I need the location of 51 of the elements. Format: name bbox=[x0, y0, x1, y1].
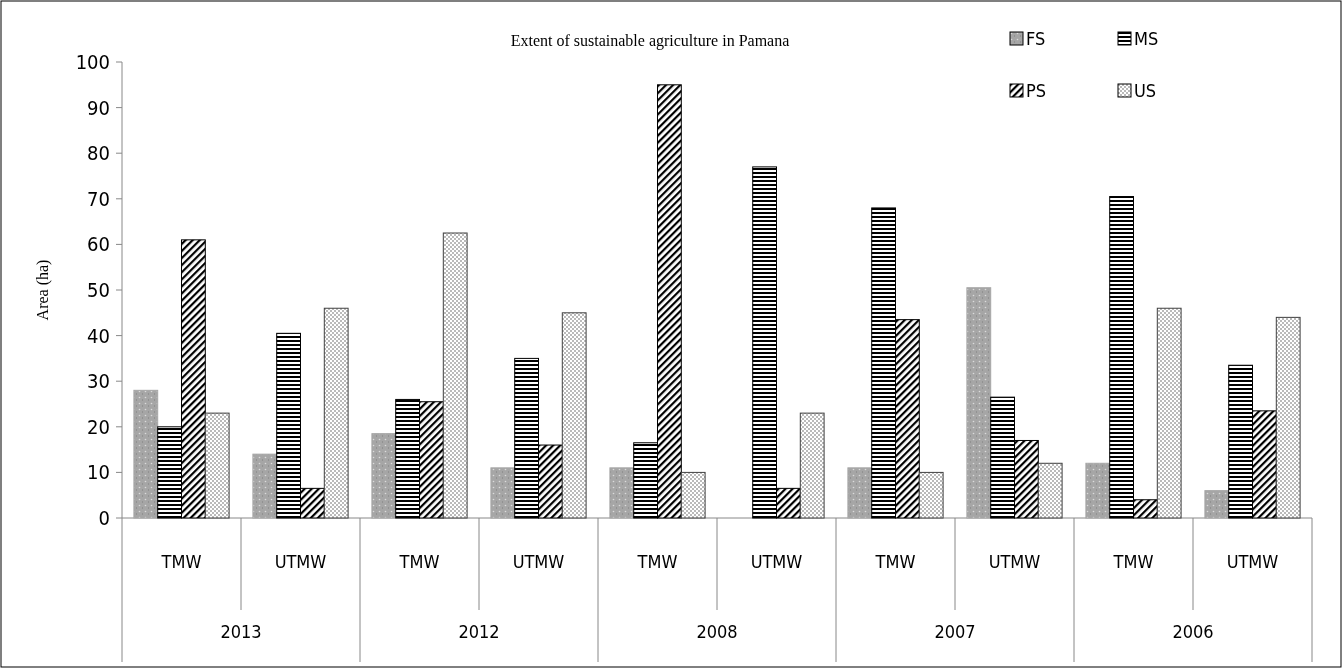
y-tick-label: 0 bbox=[98, 506, 110, 530]
legend-label: PS bbox=[1026, 80, 1047, 102]
bar bbox=[1156, 307, 1182, 519]
bar bbox=[204, 412, 230, 519]
y-tick-label: 10 bbox=[87, 460, 110, 485]
text: 2006 bbox=[1172, 621, 1214, 642]
bar bbox=[847, 467, 873, 519]
y-tick-label: 50 bbox=[87, 278, 110, 302]
bar bbox=[918, 471, 944, 519]
text: 2013 bbox=[220, 621, 262, 642]
y-axis-title: Area (ha) bbox=[34, 259, 52, 321]
legend-label: US bbox=[1134, 80, 1157, 102]
bar bbox=[799, 412, 825, 519]
text: 2007 bbox=[934, 621, 976, 642]
bar bbox=[1275, 316, 1301, 519]
x-tick-label: UTMW bbox=[512, 551, 565, 572]
y-tick-label: 20 bbox=[87, 414, 110, 439]
bar bbox=[323, 307, 349, 519]
bar bbox=[442, 232, 468, 519]
legend-label: MS bbox=[1134, 28, 1159, 50]
bar bbox=[1204, 490, 1230, 519]
y-tick-label: 60 bbox=[87, 232, 110, 257]
bar bbox=[680, 471, 706, 519]
text: 2008 bbox=[696, 621, 738, 642]
x-tick-label: TMW bbox=[398, 551, 440, 572]
bar bbox=[966, 287, 992, 519]
y-tick-label: 70 bbox=[87, 186, 110, 211]
x-tick-label: TMW bbox=[160, 551, 202, 572]
bar bbox=[133, 389, 159, 519]
y-tick-label: 30 bbox=[87, 369, 110, 394]
x-tick-label: UTMW bbox=[274, 551, 327, 572]
bar bbox=[490, 467, 516, 519]
bar bbox=[252, 453, 278, 519]
bar bbox=[371, 433, 397, 519]
x-tick-label: TMW bbox=[1112, 551, 1154, 572]
y-tick-label: 90 bbox=[87, 95, 110, 120]
bar bbox=[1037, 462, 1063, 519]
x-tick-label: TMW bbox=[874, 551, 916, 572]
x-tick-label: UTMW bbox=[750, 551, 803, 572]
legend-label: FS bbox=[1026, 28, 1046, 50]
bar bbox=[1085, 462, 1111, 519]
x-tick-label: UTMW bbox=[1226, 551, 1279, 572]
bar bbox=[609, 467, 635, 519]
text: 2012 bbox=[458, 621, 500, 642]
y-tick-label: 40 bbox=[87, 323, 110, 348]
x-tick-label: TMW bbox=[636, 551, 678, 572]
chart-title: Extent of sustainable agriculture in Pamana bbox=[510, 32, 790, 50]
bar bbox=[561, 312, 587, 519]
y-tick-label: 80 bbox=[87, 141, 110, 166]
x-tick-label: UTMW bbox=[988, 551, 1041, 572]
y-tick-label: 100 bbox=[75, 50, 110, 74]
